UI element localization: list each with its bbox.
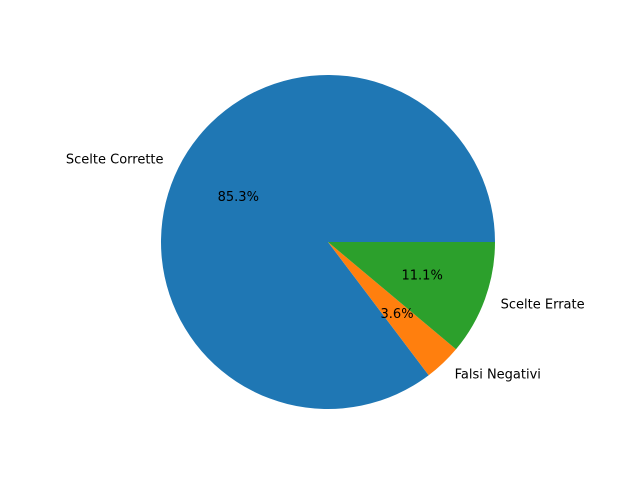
slice-label-falsi-negativi: Falsi Negativi <box>455 368 541 383</box>
slice-label-scelte-errate: Scelte Errate <box>501 297 585 312</box>
slice-label-scelte-corrette: Scelte Corrette <box>66 153 164 168</box>
pie-slice-scelte-corrette <box>161 75 496 410</box>
pie-slices <box>161 75 496 410</box>
slice-percent-scelte-errate: 11.1% <box>402 269 443 284</box>
slice-percent-falsi-negativi: 3.6% <box>381 307 414 322</box>
pie-slice-scelte-errate <box>328 242 495 350</box>
pie-labels: Scelte Corrette 85.3% Falsi Negativi 3.6% Sc… <box>66 153 585 383</box>
slice-percent-scelte-corrette: 85.3% <box>218 190 259 205</box>
pie-slice-falsi-negativi <box>328 242 457 376</box>
